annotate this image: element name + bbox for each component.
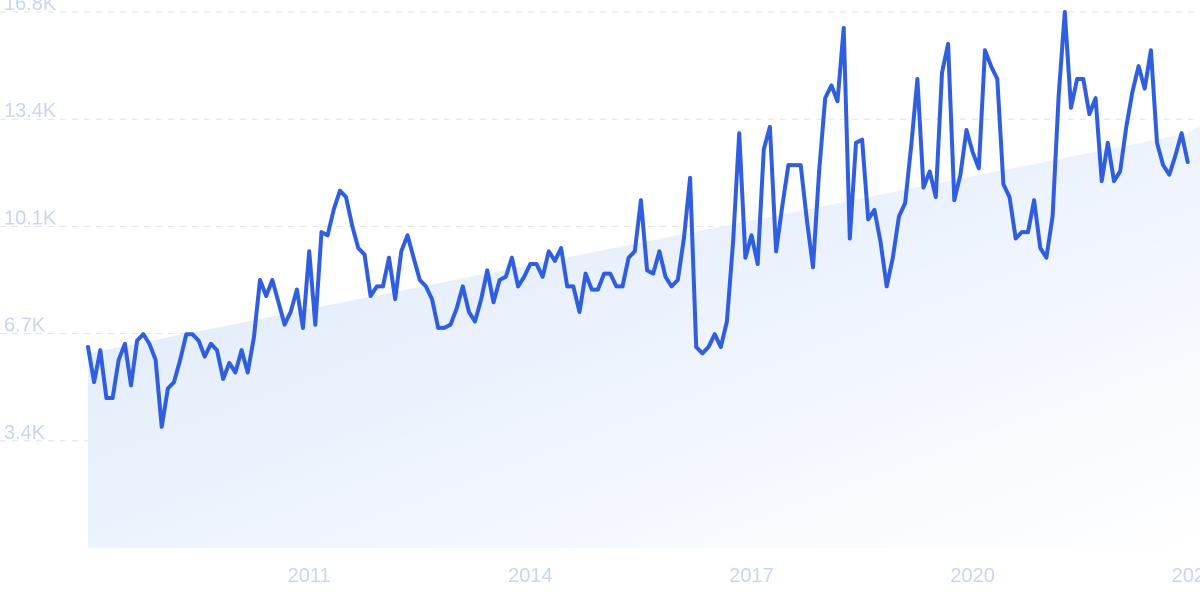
x-tick-label: 2014 (508, 565, 553, 587)
y-tick-label: 16.8K (4, 0, 57, 15)
y-tick-label: 6.7K (4, 315, 46, 337)
x-tick-label: 2020 (950, 565, 995, 587)
x-axis-ticks: 2011 2014 2017 2020 2023 (288, 565, 1200, 587)
x-tick-label: 2023 (1172, 565, 1200, 587)
y-axis-ticks: 3.4K 6.7K 10.1K 13.4K 16.8K (4, 0, 57, 444)
y-tick-label: 13.4K (4, 100, 57, 122)
x-tick-label: 2011 (288, 565, 331, 587)
y-tick-label: 10.1K (4, 207, 57, 229)
series-line (86, 10, 1190, 429)
y-tick-label: 3.4K (4, 422, 46, 444)
x-tick-label: 2017 (729, 565, 774, 587)
trend-area-fill (88, 125, 1200, 548)
